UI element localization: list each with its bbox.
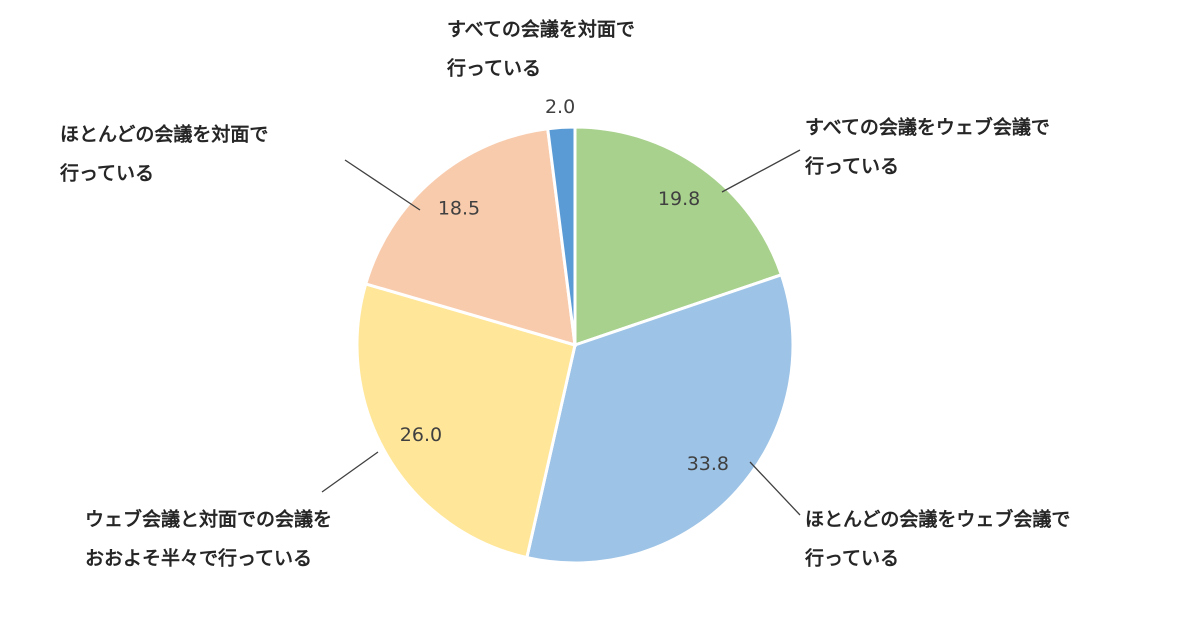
data-label: 26.0 (400, 424, 442, 446)
category-label: 行っている (446, 57, 541, 80)
data-label: 2.0 (545, 96, 575, 118)
pie-slice (525, 272, 795, 565)
category-label: 行っている (804, 155, 899, 178)
leader-line (344, 159, 421, 211)
leader-line (749, 461, 801, 516)
category-label: すべての会議をウェブ会議で (805, 116, 1050, 139)
category-label: おおよそ半々で行っている (85, 547, 312, 570)
leader-line (721, 149, 801, 193)
category-label: ウェブ会議と対面での会議を (85, 508, 332, 531)
category-label: ほとんどの会議をウェブ会議で (805, 508, 1070, 531)
data-label: 18.5 (438, 197, 480, 219)
data-label: 19.8 (658, 188, 700, 210)
data-label: 33.8 (687, 453, 729, 475)
pie-slice (355, 282, 577, 560)
pie-slice (573, 125, 784, 348)
category-label: ほとんどの会議を対面で (60, 123, 268, 146)
category-label: 行っている (804, 547, 899, 570)
category-label: 行っている (59, 162, 154, 185)
pie-slice (546, 125, 577, 346)
category-label: すべての会議を対面で (447, 18, 635, 41)
pie-slice (363, 127, 577, 348)
leader-line (321, 451, 379, 493)
